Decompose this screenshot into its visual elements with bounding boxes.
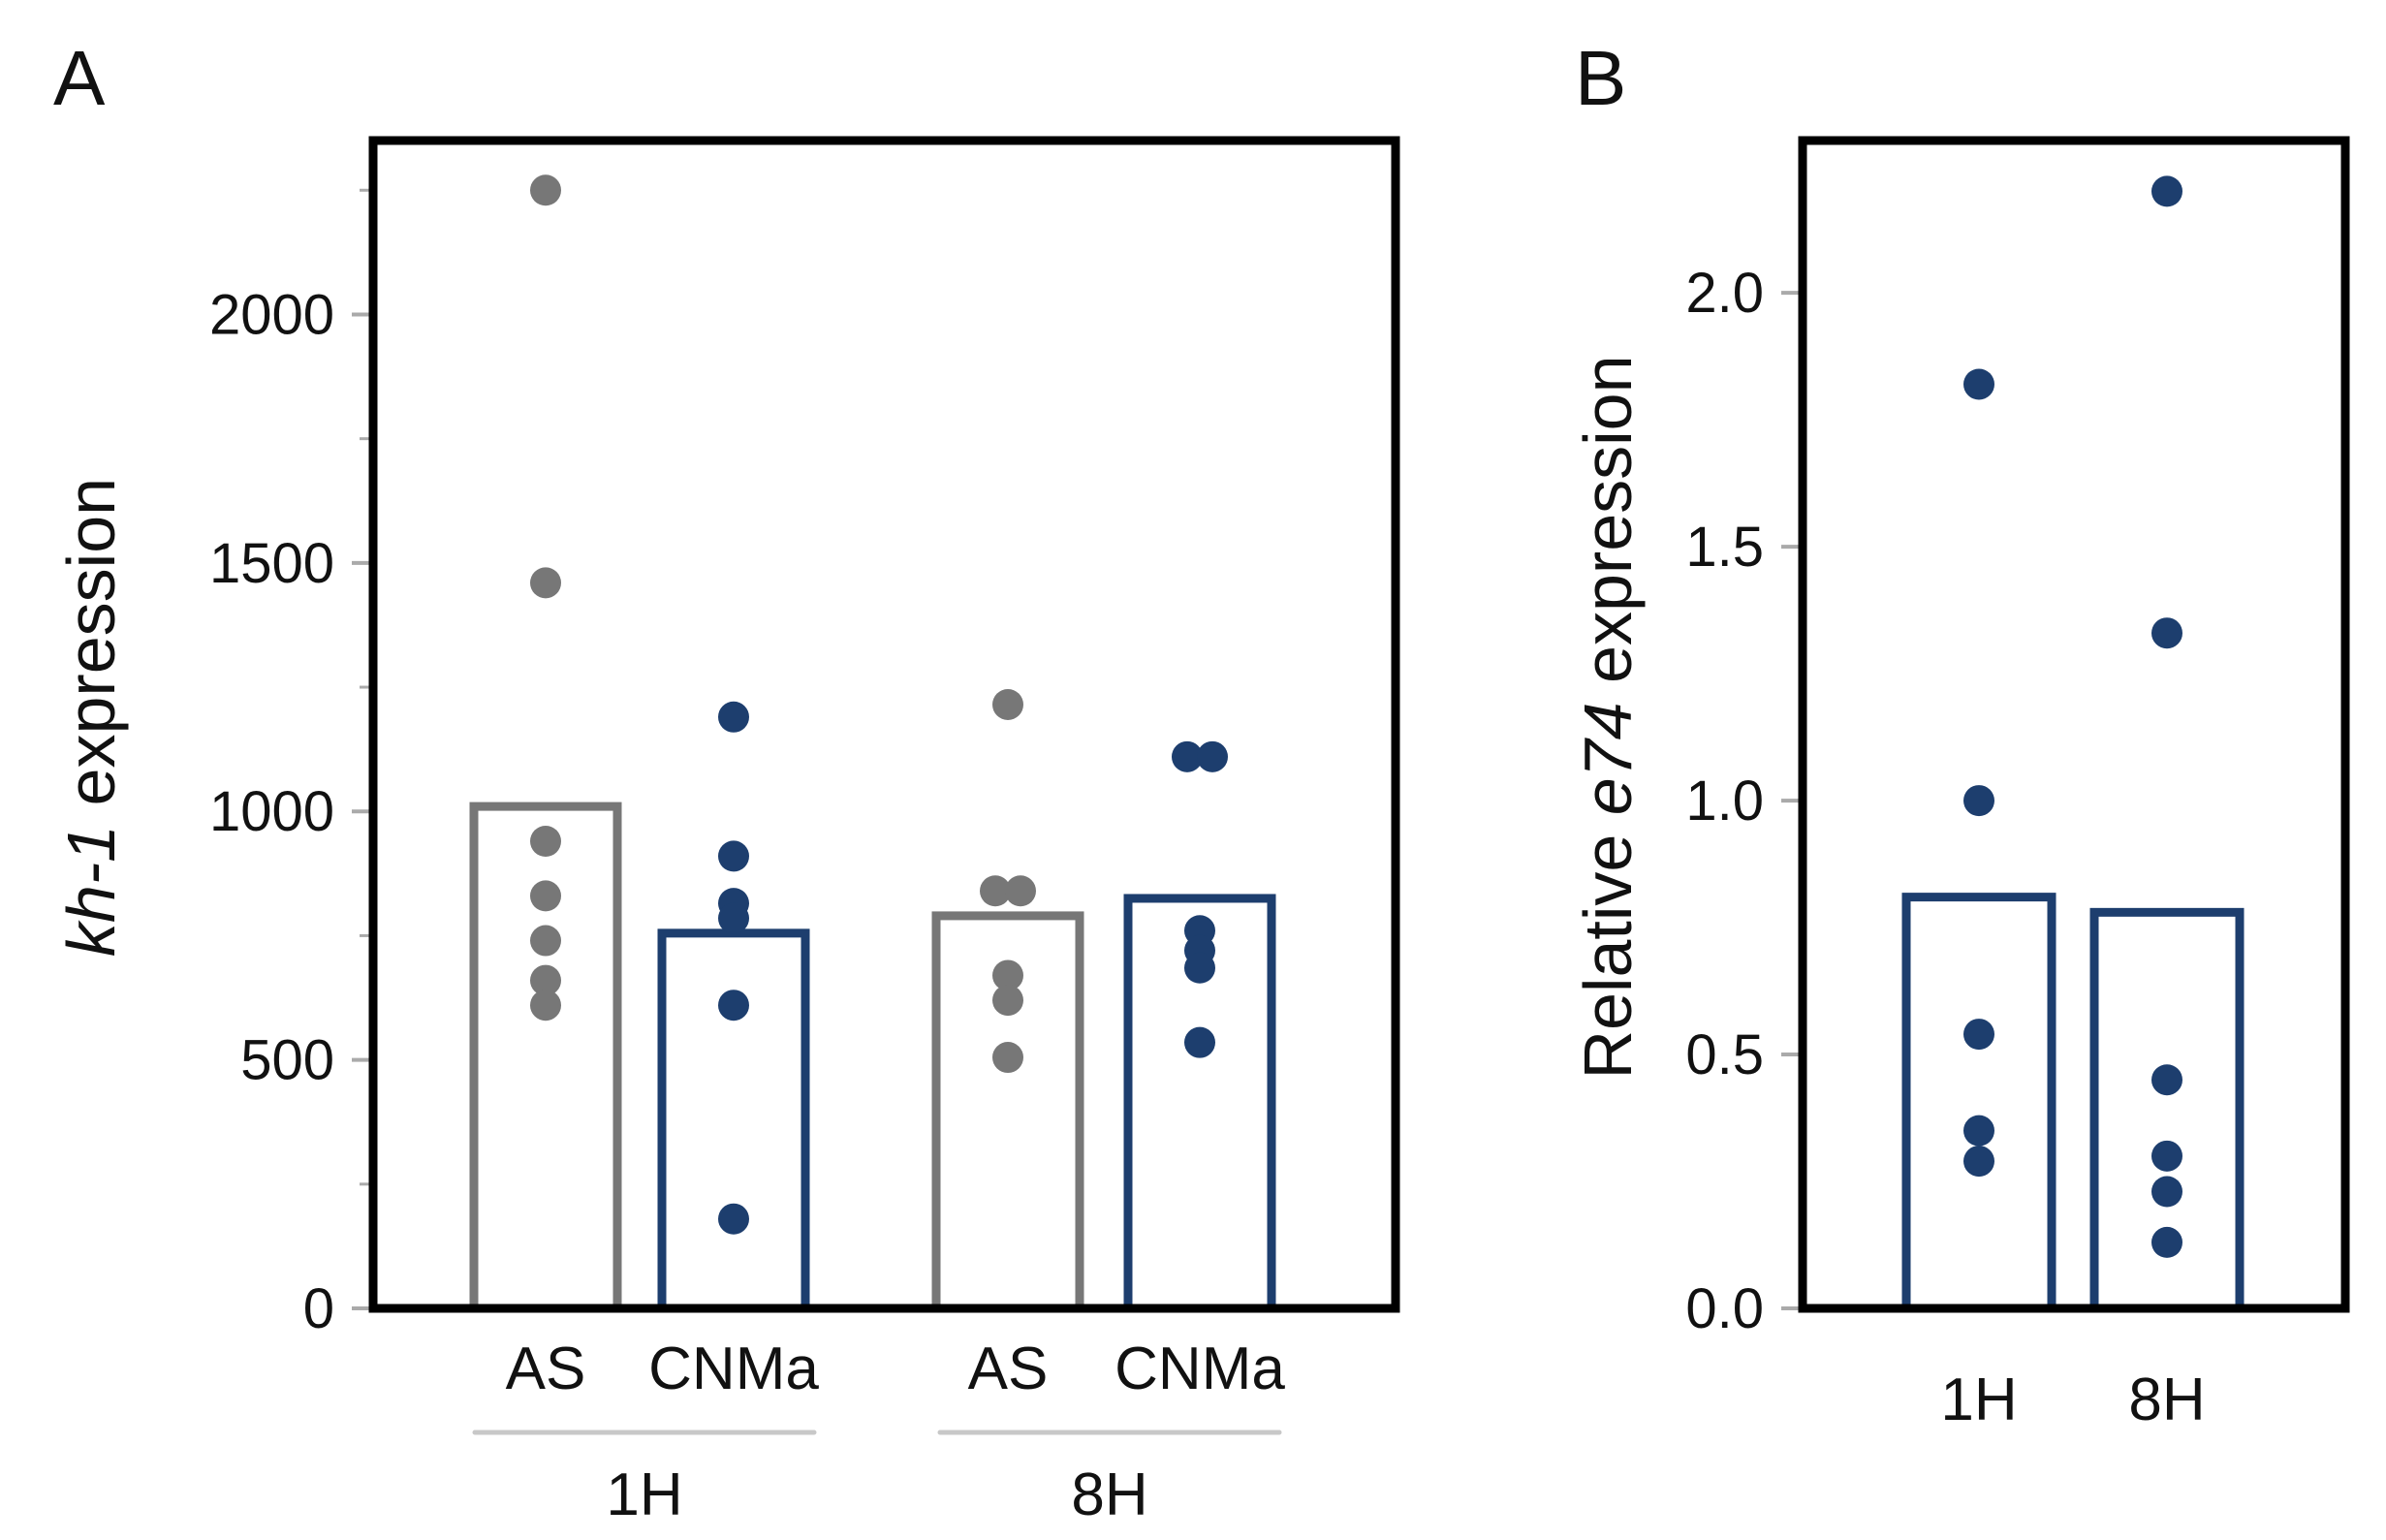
panel-a-data-point bbox=[530, 964, 561, 996]
panel-a-frame bbox=[368, 136, 1400, 1313]
panel-a-y-axis-title: kh-1 expression bbox=[53, 478, 129, 957]
panel-a-category-label: CNMa bbox=[1115, 1336, 1285, 1402]
panel-b-y-tick-label: 1.5 bbox=[1685, 516, 1764, 579]
panel-a-y-tick-label: 0 bbox=[303, 1277, 334, 1340]
panel-a-category-label: CNMa bbox=[648, 1336, 819, 1402]
panel-b-data-point bbox=[1963, 785, 1994, 817]
panel-a-bar bbox=[657, 928, 810, 1313]
panel-a-y-tick-label: 1000 bbox=[209, 780, 334, 843]
panel-b-y-axis-title: Relative e74 expression bbox=[1570, 355, 1646, 1079]
panel-a-y-tick-label: 2000 bbox=[209, 283, 334, 346]
panel-b-category-label: 1H bbox=[1940, 1367, 2017, 1433]
panel-a-data-point bbox=[980, 875, 1011, 907]
panel-a-category-label: AS bbox=[968, 1336, 1049, 1402]
panel-a-data-point bbox=[992, 688, 1023, 720]
panel-a-y-tick-label: 1500 bbox=[209, 532, 334, 595]
panel-a-data-point bbox=[718, 840, 749, 872]
panel-b-category-label: 8H bbox=[2128, 1367, 2205, 1433]
panel-b-y-axis-title-gene: e74 bbox=[1570, 702, 1646, 815]
panel-b-data-point bbox=[2151, 1226, 2182, 1258]
panel-a-chart: kh-1 expression 0 500 1000 1500 2000 AS CNMa AS… bbox=[53, 136, 1400, 1528]
panel-a-data-point bbox=[530, 567, 561, 599]
panel-a-letter: A bbox=[53, 35, 106, 121]
panel-a-y-axis-title-gene: kh-1 bbox=[53, 825, 129, 957]
panel-b-y-tick-label: 1.0 bbox=[1685, 770, 1764, 833]
panel-b-frame bbox=[1798, 136, 2350, 1313]
panel-b-letter: B bbox=[1575, 35, 1626, 121]
panel-b-data-point bbox=[2151, 617, 2182, 649]
panel-a-data-point bbox=[530, 990, 561, 1021]
panel-a-group-label: 1H bbox=[606, 1461, 682, 1528]
panel-a-data-point bbox=[992, 959, 1023, 991]
panel-b-y-tick-label: 0.0 bbox=[1685, 1277, 1764, 1340]
panel-b-data-point bbox=[2151, 1140, 2182, 1172]
panel-a-data-point bbox=[718, 1203, 749, 1235]
panel-a-data-point bbox=[530, 880, 561, 912]
panel-b-data-point bbox=[2151, 175, 2182, 207]
panel-a-data-point bbox=[718, 902, 749, 934]
panel-b-y-axis-title-suffix: expression bbox=[1570, 355, 1646, 702]
panel-a-group-label: 8H bbox=[1071, 1461, 1147, 1528]
panel-a-data-point bbox=[718, 990, 749, 1021]
panel-b-data-point bbox=[1963, 1146, 1994, 1178]
panel-a-data-point bbox=[1172, 740, 1203, 772]
panel-a-data-point bbox=[1184, 952, 1215, 984]
panel-a-y-axis-title-suffix: expression bbox=[53, 478, 129, 825]
panel-a-category-label: AS bbox=[506, 1336, 586, 1402]
panel-b-chart: Relative e74 expression 0.0 0.5 1.0 1.5 2.0 1… bbox=[1570, 136, 2350, 1433]
panel-b-data-point bbox=[1963, 1019, 1994, 1051]
panel-b-data-point bbox=[1963, 1115, 1994, 1147]
panel-a-data-point bbox=[530, 826, 561, 857]
panel-b-bar bbox=[1901, 893, 2056, 1313]
panel-b-data-point bbox=[2151, 1176, 2182, 1208]
panel-b-y-axis-title-prefix: Relative bbox=[1570, 815, 1646, 1079]
panel-a-data-point bbox=[718, 701, 749, 733]
panel-a-data-point bbox=[1184, 1026, 1215, 1058]
panel-a-data-point bbox=[1197, 740, 1228, 772]
panel-a-y-tick-label: 500 bbox=[240, 1029, 334, 1092]
panel-a-data-point bbox=[992, 985, 1023, 1017]
panel-a-data-point bbox=[530, 925, 561, 957]
panel-a-data-point bbox=[530, 174, 561, 206]
panel-b-data-point bbox=[1963, 368, 1994, 400]
panel-b-data-point bbox=[2151, 1064, 2182, 1096]
panel-a-data-point bbox=[992, 1042, 1023, 1074]
panel-b-y-tick-label: 0.5 bbox=[1685, 1023, 1764, 1086]
panel-a-data-point bbox=[1005, 875, 1036, 907]
panel-b-y-tick-label: 2.0 bbox=[1685, 262, 1764, 325]
